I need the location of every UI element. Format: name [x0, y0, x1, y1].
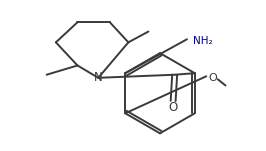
Text: N: N [94, 71, 103, 84]
Text: O: O [208, 73, 217, 83]
Text: O: O [168, 101, 178, 114]
Text: NH₂: NH₂ [193, 36, 213, 46]
